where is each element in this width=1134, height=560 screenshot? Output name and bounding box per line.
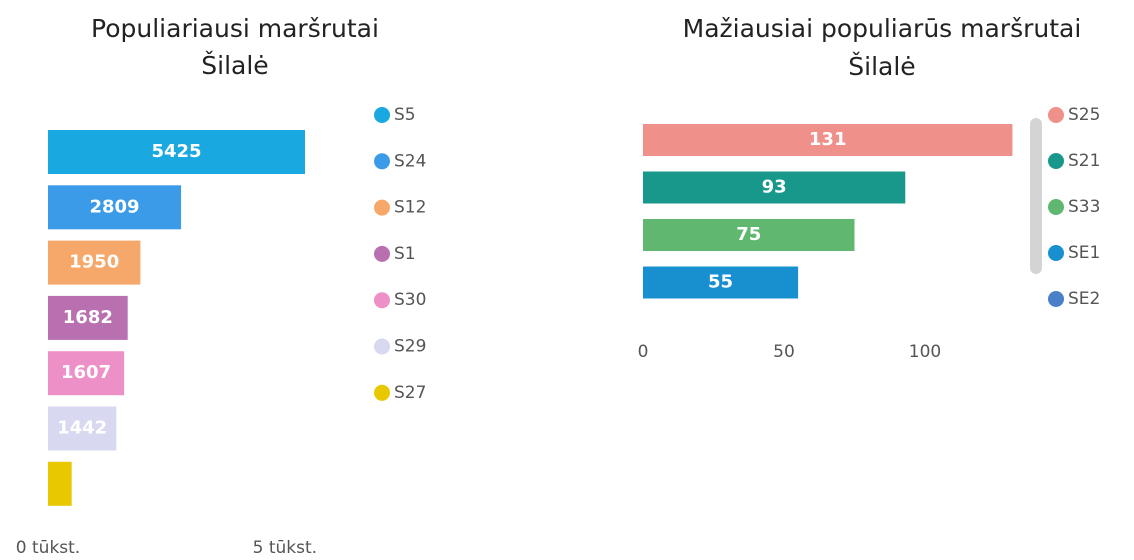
bar (48, 240, 141, 285)
legend-label: S29 (394, 337, 426, 357)
data-label: 93 (762, 177, 787, 198)
legend-marker (1048, 153, 1064, 169)
bar (48, 351, 125, 396)
bar (48, 130, 305, 174)
data-label: 2809 (89, 196, 139, 217)
legend-label: S33 (1068, 197, 1100, 217)
data-label: 55 (708, 272, 733, 293)
chart-title: Populiariausi maršrutai (91, 14, 379, 43)
x-tick-label: 5 tūkst. (253, 538, 317, 558)
bar (643, 266, 799, 299)
chart-title: Šilalė (848, 51, 915, 81)
legend-label: S24 (394, 151, 426, 171)
bar (48, 295, 128, 340)
chart-title: Šilalė (201, 50, 268, 80)
data-label: 5425 (151, 141, 201, 162)
legend-marker (374, 338, 390, 355)
data-label: 1950 (69, 252, 119, 273)
legend-label: S5 (394, 105, 416, 125)
bar (643, 171, 906, 204)
bar (48, 185, 182, 230)
legend-label: S30 (394, 290, 426, 310)
bar (48, 406, 117, 451)
legend-marker (1048, 107, 1064, 123)
x-tick-label: 0 tūkst. (16, 538, 80, 558)
legend-marker (374, 292, 390, 309)
legend-label: S25 (1068, 105, 1100, 125)
legend-marker (1048, 199, 1064, 215)
legend-marker (1048, 245, 1064, 261)
bar (48, 461, 72, 506)
data-label: 75 (736, 224, 761, 245)
data-label: 1682 (63, 307, 113, 328)
legend-marker (374, 199, 390, 216)
x-tick-label: 0 (638, 342, 649, 362)
legend-label: S21 (1068, 151, 1100, 171)
chart-title: Mažiausiai populiarūs maršrutai (683, 14, 1082, 43)
legend-label: S1 (394, 244, 416, 264)
legend-label: S12 (394, 198, 426, 218)
legend-label: SE2 (1068, 289, 1100, 309)
legend-marker (374, 245, 390, 262)
bar (643, 219, 855, 251)
data-label: 131 (809, 129, 847, 150)
legend-label: S27 (394, 383, 426, 403)
legend-label: SE1 (1068, 243, 1100, 263)
legend-marker (374, 384, 390, 401)
legend-marker (374, 107, 390, 123)
data-label: 1607 (61, 362, 111, 383)
legend-marker (374, 153, 390, 170)
x-tick-label: 50 (773, 342, 795, 362)
data-label: 1442 (57, 418, 107, 439)
scrollbar[interactable] (1030, 118, 1042, 274)
x-tick-label: 100 (909, 342, 941, 362)
bar (643, 124, 1013, 156)
legend-marker (1048, 291, 1064, 307)
